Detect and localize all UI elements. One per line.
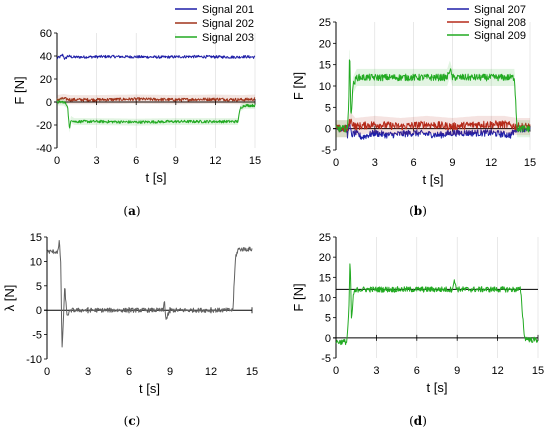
- x-tick-label: 9: [454, 365, 460, 377]
- legend-label: Signal 207: [474, 4, 526, 16]
- x-tick-label: 3: [94, 155, 100, 167]
- y-tick-label: -10: [26, 354, 42, 366]
- x-tick-label: 3: [85, 366, 91, 378]
- panel-label: (a): [123, 204, 140, 218]
- y-axis-title: F [N]: [291, 72, 306, 100]
- chart-panel-c: -10 -5 0 5 10 15 0 3 6 9 12 15 t [s] λ [N] (c): [2, 232, 258, 428]
- series-band: [336, 49, 530, 138]
- legend-label: Signal 202: [202, 18, 254, 30]
- series-line-signal-201: [56, 53, 256, 60]
- series-line-signal-209: [335, 59, 531, 133]
- x-tick-label: 0: [333, 157, 339, 169]
- y-tick-label: 5: [36, 281, 42, 293]
- x-axis-title: t [s]: [146, 170, 167, 185]
- x-tick-label: 6: [414, 365, 420, 377]
- y-tick-label: 40: [40, 51, 52, 63]
- y-tick-label: 5: [325, 102, 331, 114]
- y-tick-label: 10: [319, 81, 331, 93]
- y-tick-label: 10: [30, 256, 42, 268]
- x-axis-title: t [s]: [423, 172, 444, 187]
- y-tick-label: -5: [321, 145, 331, 157]
- legend-label: Signal 208: [474, 17, 526, 29]
- x-tick-label: 0: [333, 365, 339, 377]
- y-tick-label: 15: [319, 60, 331, 72]
- x-tick-label: 9: [449, 157, 455, 169]
- x-tick-label: 3: [373, 365, 379, 377]
- y-tick-label: 15: [30, 232, 42, 244]
- panel-label: (c): [124, 414, 141, 428]
- y-tick-label: -5: [321, 353, 331, 365]
- y-tick-label: 60: [40, 28, 52, 40]
- x-tick-label: 3: [372, 157, 378, 169]
- legend-label: Signal 201: [202, 4, 254, 16]
- y-tick-label: 10: [319, 293, 331, 305]
- y-axis-title: F [N]: [12, 76, 27, 104]
- y-tick-label: 0: [325, 333, 331, 345]
- x-axis-title: t [s]: [139, 381, 160, 396]
- x-tick-label: 0: [44, 366, 50, 378]
- series-line: [335, 263, 538, 346]
- x-tick-label: 12: [205, 366, 217, 378]
- y-tick-label: 0: [36, 305, 42, 317]
- series-line: [46, 240, 253, 348]
- x-tick-label: 12: [491, 365, 503, 377]
- legend-label: Signal 209: [474, 30, 526, 42]
- y-tick-label: 20: [40, 74, 52, 86]
- series-band: [57, 98, 255, 133]
- x-tick-label: 15: [246, 366, 258, 378]
- legend-label: Signal 203: [202, 32, 254, 44]
- y-tick-label: 25: [319, 17, 331, 29]
- x-tick-label: 15: [524, 157, 536, 169]
- series-line-signal-207: [335, 122, 531, 140]
- series-line-signal-208: [335, 118, 531, 133]
- x-tick-label: 9: [167, 366, 173, 378]
- x-tick-label: 6: [411, 157, 417, 169]
- series-line-signal-203: [56, 100, 256, 129]
- y-tick-label: -5: [32, 330, 42, 342]
- y-tick-label: 0: [46, 97, 52, 109]
- series-line-signal-202: [56, 96, 256, 102]
- x-tick-label: 6: [133, 155, 139, 167]
- panel-label: (b): [409, 204, 427, 218]
- x-tick-label: 12: [209, 155, 221, 167]
- y-tick-label: 0: [325, 124, 331, 136]
- x-tick-label: 15: [532, 365, 544, 377]
- y-tick-label: -20: [36, 120, 52, 132]
- x-axis-title: t [s]: [427, 380, 448, 395]
- y-tick-label: 20: [319, 38, 331, 50]
- x-tick-label: 0: [54, 155, 60, 167]
- x-tick-label: 9: [173, 155, 179, 167]
- y-axis-title: F [N]: [291, 283, 306, 311]
- x-tick-label: 6: [126, 366, 132, 378]
- chart-panel-a: -40 -20 0 20 40 60 0 3 6 9 12 15 t [s] F [N] Signal 20…: [12, 4, 261, 218]
- y-tick-label: 20: [319, 252, 331, 264]
- panel-label: (d): [409, 414, 427, 428]
- y-axis-title: λ [N]: [2, 285, 17, 312]
- x-tick-label: 12: [485, 157, 497, 169]
- y-tick-label: 25: [319, 232, 331, 244]
- y-tick-label: 15: [319, 272, 331, 284]
- y-tick-label: 5: [325, 313, 331, 325]
- y-tick-label: -40: [36, 143, 52, 155]
- x-tick-label: 15: [249, 155, 261, 167]
